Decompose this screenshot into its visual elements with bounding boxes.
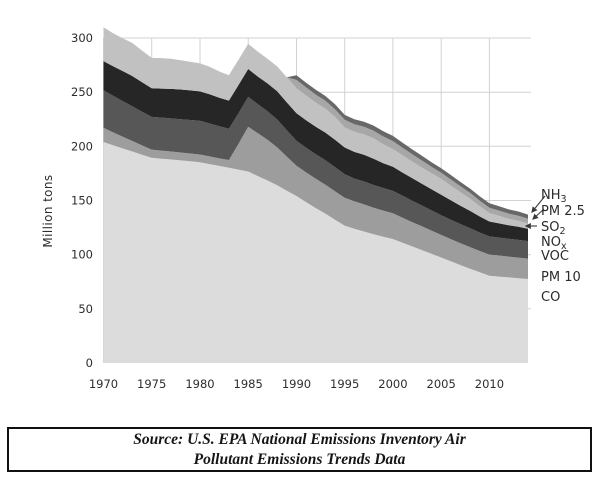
y-tick-label: 300 xyxy=(71,31,93,45)
emissions-stacked-area-chart: 0 50 100 150 200 250 300 1970 1975 1980 1985 1990 19… xyxy=(41,27,546,391)
legend-text: NO xyxy=(541,235,561,250)
y-tick-label: 50 xyxy=(78,302,93,316)
legend-text: PM 10 xyxy=(541,270,581,285)
legend-label-voc: VOC xyxy=(541,249,569,265)
x-tick-label: 1990 xyxy=(282,377,311,391)
y-tick-label: 250 xyxy=(71,85,93,99)
y-tick-label: 150 xyxy=(71,194,93,208)
area-nox xyxy=(103,61,528,242)
y-tick-label: 200 xyxy=(71,139,93,153)
y-axis-title: Million tons xyxy=(41,174,55,247)
legend-text: VOC xyxy=(541,249,569,264)
legend-arrows xyxy=(524,195,546,230)
x-tick-label: 1995 xyxy=(330,377,359,391)
pm25-arrow-icon xyxy=(532,208,545,220)
legend-label-co: CO xyxy=(541,290,560,306)
legend-label-pm25: PM 2.5 xyxy=(541,204,585,220)
legend-text: SO xyxy=(541,220,560,235)
axis-tick-labels: 0 50 100 150 200 250 300 1970 1975 1980 1985 1990 19… xyxy=(71,31,504,391)
source-line-1: Source: U.S. EPA National Emissions Inve… xyxy=(133,430,466,448)
stacked-areas xyxy=(103,27,528,363)
nh3-arrow-icon xyxy=(531,195,546,213)
legend-subscript: 2 xyxy=(559,226,566,237)
area-voc xyxy=(103,90,528,259)
area-co xyxy=(103,142,528,363)
legend-label-pm10: PM 10 xyxy=(541,270,581,286)
x-tick-label: 1980 xyxy=(185,377,214,391)
y-tick-label: 100 xyxy=(71,248,93,262)
x-tick-label: 2005 xyxy=(427,377,456,391)
area-pm10 xyxy=(103,126,528,279)
y-tick-label: 0 xyxy=(86,356,93,370)
legend-label-nox: NOx xyxy=(541,235,567,252)
x-tick-label: 2000 xyxy=(378,377,407,391)
legend-subscript: 3 xyxy=(560,194,567,205)
x-tick-label: 2010 xyxy=(475,377,504,391)
x-tick-label: 1975 xyxy=(137,377,166,391)
legend-text: NH xyxy=(541,188,561,203)
legend-label-so2: SO2 xyxy=(541,220,566,237)
source-line-2: Pollutant Emissions Trends Data xyxy=(193,450,406,468)
legend-text: PM 2.5 xyxy=(541,204,585,219)
legend-label-nh3: NH3 xyxy=(541,188,567,205)
area-so2 xyxy=(103,27,528,229)
x-tick-label: 1985 xyxy=(234,377,263,391)
legend-text: CO xyxy=(541,290,561,305)
source-attribution-box: Source: U.S. EPA National Emissions Inve… xyxy=(7,427,592,472)
x-tick-label: 1970 xyxy=(89,377,118,391)
legend-subscript: x xyxy=(560,241,567,252)
